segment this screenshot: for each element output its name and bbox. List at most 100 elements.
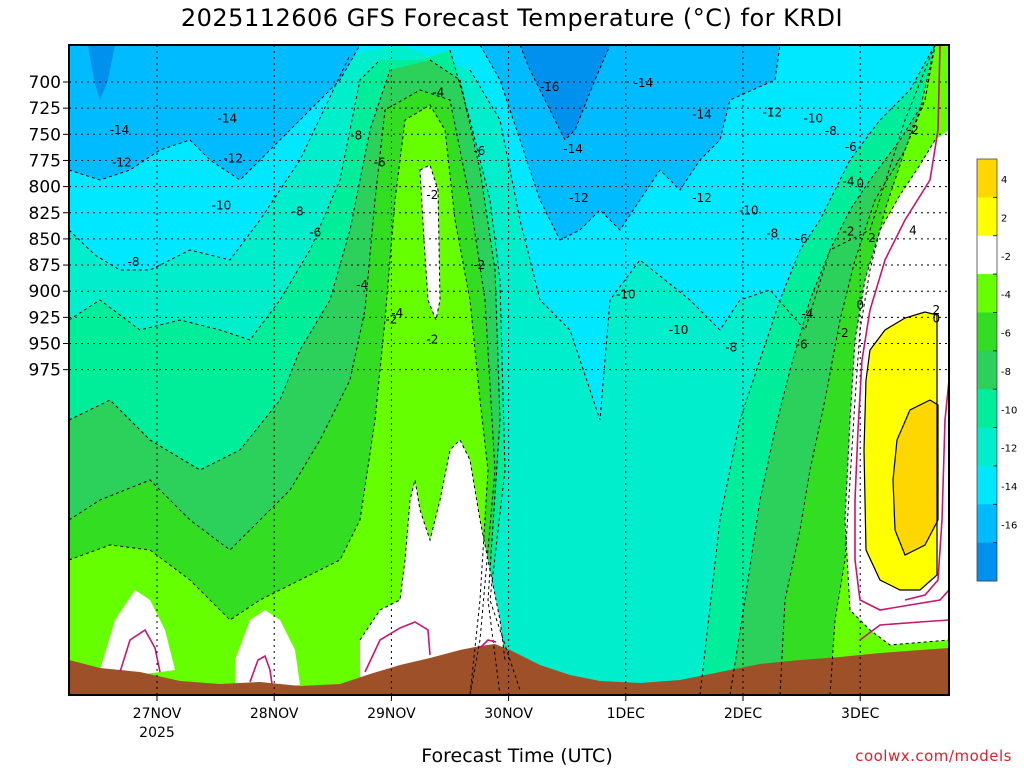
colorbar-label: -12	[1001, 444, 1017, 455]
contour-line-minus2	[359, 439, 506, 661]
zero-contour-mid-b	[479, 639, 497, 649]
contour-label: -6	[796, 338, 808, 352]
colorbar-bin	[977, 465, 997, 505]
contour-label: -14	[110, 123, 130, 137]
colorbar-label: -2	[1001, 252, 1011, 263]
contour-label: 4	[909, 224, 917, 238]
y-tick-label: 950	[29, 335, 61, 355]
x-axis: 27NOV 2025 28NOV 29NOV 30NOV 1DEC 2DEC 3DEC	[133, 695, 880, 741]
y-tick-label: 900	[29, 282, 61, 302]
contour-line-minus16	[519, 45, 611, 141]
y-tick-label: 725	[29, 99, 61, 119]
fill-plus4-band	[893, 400, 938, 555]
fill-minus4-band	[69, 105, 488, 695]
fill-zero-band-2	[360, 440, 505, 680]
contour-label: -14	[563, 142, 583, 156]
contour-line-minus12-b	[469, 45, 936, 421]
contour-line-minus8-c	[729, 45, 936, 695]
contour-label: -16	[540, 80, 560, 94]
contour-label: -2	[842, 225, 854, 239]
colorbar-bin	[977, 235, 997, 275]
contour-label: -4	[432, 85, 444, 99]
x-tick-label: 3DEC	[841, 706, 880, 722]
fill-zero-band-3	[235, 610, 300, 690]
chart-title: 2025112606 GFS Forecast Temperature (°C)…	[180, 4, 844, 32]
x-tick-label: 1DEC	[607, 706, 646, 722]
y-tick-label: 975	[29, 361, 61, 381]
y-tick-label: 875	[29, 256, 61, 276]
y-tick-label: 850	[29, 230, 61, 250]
contour-label: -2	[385, 312, 397, 326]
colorbar-label: -16	[1001, 520, 1017, 531]
contour-label: -4	[801, 307, 813, 321]
colorbar-bin	[977, 350, 997, 390]
colorbar-bin	[977, 427, 997, 467]
contour-line-plus4	[892, 399, 939, 556]
contour-label: -8	[725, 341, 737, 355]
contour-line-minus14-b	[479, 45, 781, 241]
contour-label: -12	[112, 156, 132, 170]
contour-label: -4	[842, 174, 854, 188]
contour-lines	[69, 45, 949, 695]
contour-line-minus8	[69, 69, 391, 471]
colorbar-label: -14	[1001, 482, 1017, 493]
contour-label: -8	[292, 205, 304, 219]
contour-label: -2	[426, 188, 438, 202]
colorbar-frame	[976, 158, 998, 582]
x-tick-label: 2DEC	[724, 706, 763, 722]
contour-label: 0	[933, 311, 941, 325]
y-tick-label: 775	[29, 151, 61, 171]
contour-line-minus4-b	[829, 45, 936, 695]
contour-label: -2	[837, 326, 849, 340]
contour-label: -14	[634, 76, 654, 90]
colorbar-bin	[977, 159, 997, 198]
colorbar-bin	[977, 274, 997, 313]
contour-label: -10	[739, 204, 759, 218]
x-axis-title: Forecast Time (UTC)	[421, 745, 613, 767]
x-tick-label: 29NOV	[367, 706, 416, 722]
zero-contour-left-2	[249, 654, 273, 685]
fill-minus12-band	[69, 45, 949, 420]
watermark: coolwx.com/models	[855, 747, 1012, 765]
contour-label: -4	[356, 278, 368, 292]
colorbar: 4 2 -2 -4 -6 -8 -10 -12 -14 -16	[976, 158, 1017, 582]
contour-label: -6	[309, 226, 321, 240]
contour-line-plus2	[863, 311, 938, 591]
contour-line-minus2-c	[844, 139, 949, 646]
colorbar-bin	[977, 312, 997, 352]
contour-label: -6	[374, 156, 386, 170]
zero-contour-right-b	[904, 379, 949, 601]
colorbar-bin	[977, 504, 997, 544]
colorbar-label: -6	[1001, 329, 1011, 340]
contour-label: -6	[845, 140, 857, 154]
contour-label: -8	[825, 124, 837, 138]
y-axis: 700 725 750 775 800 825 850 875 900 925 950 975	[29, 73, 69, 381]
contour-label: -8	[766, 227, 778, 241]
contour-line-minus10	[69, 59, 381, 341]
contour-label: -4	[391, 306, 403, 320]
contour-label: -12	[569, 191, 589, 205]
contour-label: -2	[473, 258, 485, 272]
contour-line-minus12	[69, 54, 351, 271]
fill-minus16-band-2	[88, 45, 115, 100]
fill-minus16-band	[520, 45, 610, 140]
colorbar-label: -8	[1001, 367, 1011, 378]
zero-contour-right-c	[859, 619, 949, 641]
contour-label: -10	[616, 287, 636, 301]
x-tick-label: 30NOV	[484, 706, 533, 722]
contour-line-minus10-b	[449, 49, 521, 691]
zero-contour-right	[854, 45, 949, 611]
contour-line-minus4	[69, 104, 489, 695]
fill-zero-band-1	[420, 165, 440, 320]
contour-label: -12	[762, 105, 782, 119]
contour-labels: -16-14-14-14-14-14-12 -12-12-12 -12-10-10-…	[110, 76, 941, 355]
colorbar-bin	[977, 389, 997, 429]
contour-line-minus8-b	[429, 59, 501, 695]
contour-label: -8	[128, 255, 140, 269]
y-tick-label: 750	[29, 125, 61, 145]
contour-label: -2	[426, 332, 438, 346]
zero-contour-mid	[364, 621, 431, 673]
colorbar-label: 2	[1001, 213, 1007, 224]
contour-label: -10	[669, 323, 689, 337]
grid-lines	[69, 45, 949, 695]
